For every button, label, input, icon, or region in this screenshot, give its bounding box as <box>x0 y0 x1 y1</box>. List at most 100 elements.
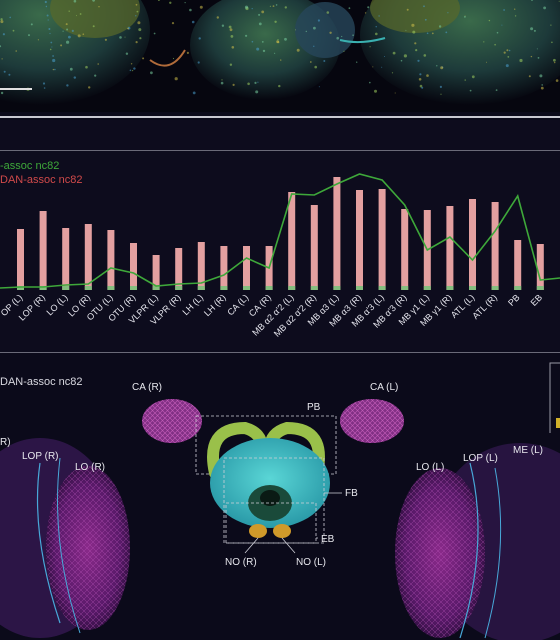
speckle <box>519 58 523 63</box>
speckle <box>0 91 4 95</box>
speckle <box>415 49 418 52</box>
label-ca-r: CA (R) <box>132 382 162 393</box>
speckle <box>269 5 271 7</box>
speckle <box>384 56 385 57</box>
brain-panel-title: DAN-assoc nc82 <box>0 376 83 388</box>
speckle <box>192 91 196 95</box>
lobe-blob <box>50 0 140 38</box>
bar <box>84 224 92 290</box>
speckle <box>496 31 499 34</box>
speckle <box>501 24 503 26</box>
chart-top-rule <box>0 150 560 151</box>
bar-base <box>401 286 409 290</box>
speckle <box>0 45 2 48</box>
speckle <box>258 13 261 16</box>
bar-base <box>39 286 47 290</box>
speckle <box>423 54 427 57</box>
speckle <box>46 14 49 17</box>
speckle <box>261 10 265 14</box>
speckle <box>258 22 262 26</box>
bar-line-chart: OP (L)LOP (R)LO (L)LO (R)OTU (L)OTU (R)V… <box>0 173 560 339</box>
bar-base <box>356 286 363 290</box>
bar-base <box>423 286 431 290</box>
noduli-left-render <box>273 524 291 538</box>
bar <box>243 246 250 290</box>
bar-base <box>265 286 273 290</box>
speckle <box>317 19 320 22</box>
speckle <box>296 48 300 52</box>
bar <box>356 190 363 290</box>
speckle <box>1 58 3 60</box>
x-tick-label: LH (L) <box>180 292 205 317</box>
speckle <box>262 49 266 53</box>
speckle <box>73 76 77 79</box>
x-tick-label: LO (L) <box>45 292 70 317</box>
bar-base <box>333 286 341 290</box>
speckle <box>52 68 55 71</box>
speckle <box>254 81 257 84</box>
speckle <box>174 77 178 81</box>
speckle <box>251 40 254 43</box>
speckle <box>414 42 417 45</box>
label-eb: EB <box>321 534 335 545</box>
lobula-right-mesh <box>46 466 130 630</box>
speckle <box>88 86 91 89</box>
speckle <box>514 8 516 10</box>
speckle <box>426 32 429 35</box>
speckle <box>127 27 129 30</box>
speckle <box>98 6 100 8</box>
speckle <box>153 32 156 35</box>
speckle <box>367 6 370 9</box>
speckle <box>531 0 533 1</box>
speckle <box>47 19 49 21</box>
fiber-track-2 <box>339 37 386 44</box>
speckle <box>403 54 407 58</box>
speckle <box>261 41 264 43</box>
speckle <box>51 46 53 48</box>
bar-base <box>107 286 115 290</box>
speckle <box>369 81 371 84</box>
speckle <box>277 39 279 41</box>
speckle <box>356 61 358 63</box>
speckle <box>82 33 85 35</box>
speckle <box>537 57 540 59</box>
brain-render-panel: CA (R) CA (L) PB FB EB NO (R) NO (L) R) … <box>0 353 560 640</box>
label-me-l: ME (L) <box>513 445 543 456</box>
speckle <box>229 28 233 32</box>
speckle <box>221 24 225 27</box>
speckle <box>426 74 429 77</box>
speckle <box>257 81 259 83</box>
speckle <box>136 10 139 13</box>
speckle <box>295 29 296 31</box>
speckle <box>495 89 498 91</box>
speckle <box>530 55 533 58</box>
speckle <box>199 5 203 9</box>
inset-bracket <box>549 362 560 433</box>
bar <box>175 248 183 290</box>
speckle <box>231 46 235 49</box>
speckle <box>184 1 186 4</box>
top-brain-image <box>0 0 560 105</box>
speckle <box>469 89 472 92</box>
lop-right-fibers-2 <box>57 457 81 634</box>
bar-base <box>469 286 476 290</box>
speckle <box>77 34 81 38</box>
label-lop-l: LOP (L) <box>463 453 498 464</box>
speckle <box>48 28 51 30</box>
speckle <box>372 66 374 68</box>
speckle <box>62 30 64 32</box>
speckle <box>329 31 332 34</box>
speckle <box>431 32 434 35</box>
speckle <box>247 82 250 86</box>
speckle <box>277 41 280 44</box>
speckle <box>374 89 377 93</box>
speckle <box>309 61 312 63</box>
speckle <box>52 55 54 57</box>
speckle <box>554 61 556 64</box>
speckle <box>326 11 330 14</box>
speckle <box>135 15 137 17</box>
speckle <box>419 73 422 76</box>
label-ca-l: CA (L) <box>370 382 398 393</box>
series-line <box>0 173 560 289</box>
bar-base <box>197 286 205 290</box>
